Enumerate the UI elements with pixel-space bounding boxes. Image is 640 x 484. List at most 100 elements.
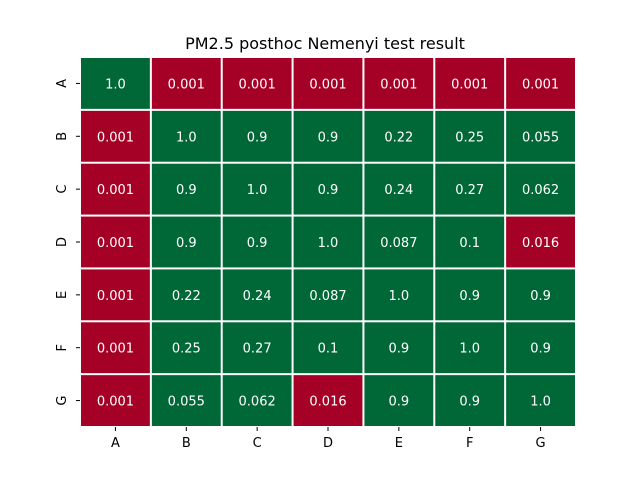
heatmap-value-label-a-e: 0.001 <box>380 77 417 92</box>
heatmap-value-label-g-b: 0.055 <box>168 395 205 410</box>
heatmap-value-label-e-b: 0.22 <box>172 289 201 304</box>
heatmap-cell-g-e <box>364 375 434 426</box>
heatmap-cell-f-c <box>222 322 292 374</box>
heatmap-cell-e-g <box>506 269 575 321</box>
heatmap-cell-g-d <box>293 375 363 426</box>
heatmap-cell-a-a <box>81 58 150 109</box>
heatmap-value-label-b-c: 0.9 <box>247 130 268 145</box>
heatmap-value-label-f-b: 0.25 <box>172 342 201 357</box>
heatmap-value-label-a-g: 0.001 <box>522 77 559 92</box>
heatmap-value-label-d-a: 0.001 <box>97 236 134 251</box>
heatmap-cell-b-g <box>506 110 575 162</box>
heatmap-cell-a-f <box>435 58 505 109</box>
y-tick-label-d: D <box>55 237 70 247</box>
heatmap-value-label-d-e: 0.087 <box>380 236 417 251</box>
heatmap-value-label-c-a: 0.001 <box>97 183 134 198</box>
heatmap-value-label-c-f: 0.27 <box>455 183 484 198</box>
heatmap-cell-g-c <box>222 375 292 426</box>
y-tick-label-a: A <box>55 79 70 88</box>
heatmap-value-label-d-b: 0.9 <box>176 236 197 251</box>
heatmap-cell-f-b <box>151 322 221 374</box>
heatmap-value-label-g-d: 0.016 <box>309 395 346 410</box>
heatmap-cell-a-c <box>222 58 292 109</box>
heatmap-cell-e-f <box>435 269 505 321</box>
heatmap-cell-b-f <box>435 110 505 162</box>
heatmap-cell-f-a <box>81 322 150 374</box>
heatmap-value-label-g-c: 0.062 <box>239 395 276 410</box>
heatmap-cell-d-b <box>151 216 221 268</box>
heatmap-cell-b-e <box>364 110 434 162</box>
heatmap-cell-e-b <box>151 269 221 321</box>
y-tick-label-e: E <box>55 291 70 299</box>
heatmap-cell-d-c <box>222 216 292 268</box>
heatmap-cell-f-g <box>506 322 575 374</box>
heatmap-value-label-f-f: 1.0 <box>459 342 480 357</box>
heatmap-value-label-f-c: 0.27 <box>243 342 272 357</box>
heatmap-cell-g-f <box>435 375 505 426</box>
heatmap-cell-f-e <box>364 322 434 374</box>
x-tick-label-c: C <box>253 436 262 451</box>
heatmap-value-label-g-g: 1.0 <box>530 395 551 410</box>
heatmap-cell-a-g <box>506 58 575 109</box>
heatmap-value-labels: 1.0 0.001 0.001 0.001 0.001 0.001 0.001 0.001 1.… <box>97 77 559 409</box>
y-axis: A B C D E F G <box>55 79 80 406</box>
heatmap-cell-c-e <box>364 163 434 215</box>
heatmap-value-label-b-f: 0.25 <box>455 130 484 145</box>
heatmap-value-label-g-e: 0.9 <box>389 395 410 410</box>
x-tick-label-a: A <box>111 436 120 451</box>
heatmap-cell-d-g <box>506 216 575 268</box>
heatmap-cell-c-b <box>151 163 221 215</box>
heatmap-cell-c-d <box>293 163 363 215</box>
x-tick-label-g: G <box>536 436 546 451</box>
x-tick-label-b: B <box>182 436 191 451</box>
heatmap-value-label-b-e: 0.22 <box>384 130 413 145</box>
x-tick-label-d: D <box>323 436 333 451</box>
heatmap-cell-b-b <box>151 110 221 162</box>
heatmap-value-label-a-b: 0.001 <box>168 77 205 92</box>
heatmap-value-label-d-g: 0.016 <box>522 236 559 251</box>
heatmap-cell-e-a <box>81 269 150 321</box>
heatmap-cell-a-e <box>364 58 434 109</box>
heatmap-value-label-b-g: 0.055 <box>522 130 559 145</box>
heatmap-value-label-e-e: 1.0 <box>389 289 410 304</box>
heatmap-cell-e-d <box>293 269 363 321</box>
y-tick-label-f: F <box>55 344 70 351</box>
heatmap-cell-c-c <box>222 163 292 215</box>
y-tick-label-g: G <box>55 396 70 406</box>
heatmap-value-label-g-f: 0.9 <box>459 395 480 410</box>
heatmap-value-label-a-d: 0.001 <box>309 77 346 92</box>
heatmap-value-label-b-b: 1.0 <box>176 130 197 145</box>
heatmap-cell-e-c <box>222 269 292 321</box>
heatmap-value-label-d-c: 0.9 <box>247 236 268 251</box>
heatmap-value-label-c-c: 1.0 <box>247 183 268 198</box>
heatmap-value-label-c-b: 0.9 <box>176 183 197 198</box>
heatmap-cell-a-d <box>293 58 363 109</box>
heatmap-value-label-c-d: 0.9 <box>318 183 339 198</box>
heatmap-cell-a-b <box>151 58 221 109</box>
heatmap-cell-d-e <box>364 216 434 268</box>
heatmap-value-label-f-g: 0.9 <box>530 342 551 357</box>
heatmap-cell-g-a <box>81 375 150 426</box>
x-tick-label-e: E <box>395 436 403 451</box>
heatmap-cell-e-e <box>364 269 434 321</box>
y-tick-label-b: B <box>55 132 70 141</box>
heatmap-cell-g-b <box>151 375 221 426</box>
heatmap-cell-c-a <box>81 163 150 215</box>
heatmap-cell-d-d <box>293 216 363 268</box>
heatmap-value-label-g-a: 0.001 <box>97 395 134 410</box>
heatmap-cell-c-f <box>435 163 505 215</box>
heatmap-cell-f-f <box>435 322 505 374</box>
heatmap-value-label-e-a: 0.001 <box>97 289 134 304</box>
heatmap-value-label-f-d: 0.1 <box>318 342 339 357</box>
heatmap-value-label-a-f: 0.001 <box>451 77 488 92</box>
heatmap-cell-b-d <box>293 110 363 162</box>
heatmap-cell-g-g <box>506 375 575 426</box>
heatmap-cells <box>81 58 575 426</box>
heatmap-cell-c-g <box>506 163 575 215</box>
heatmap-cell-b-a <box>81 110 150 162</box>
heatmap-value-label-f-a: 0.001 <box>97 342 134 357</box>
chart-title: PM2.5 posthoc Nemenyi test result <box>185 34 465 53</box>
heatmap-value-label-c-g: 0.062 <box>522 183 559 198</box>
heatmap-value-label-a-a: 1.0 <box>105 77 126 92</box>
